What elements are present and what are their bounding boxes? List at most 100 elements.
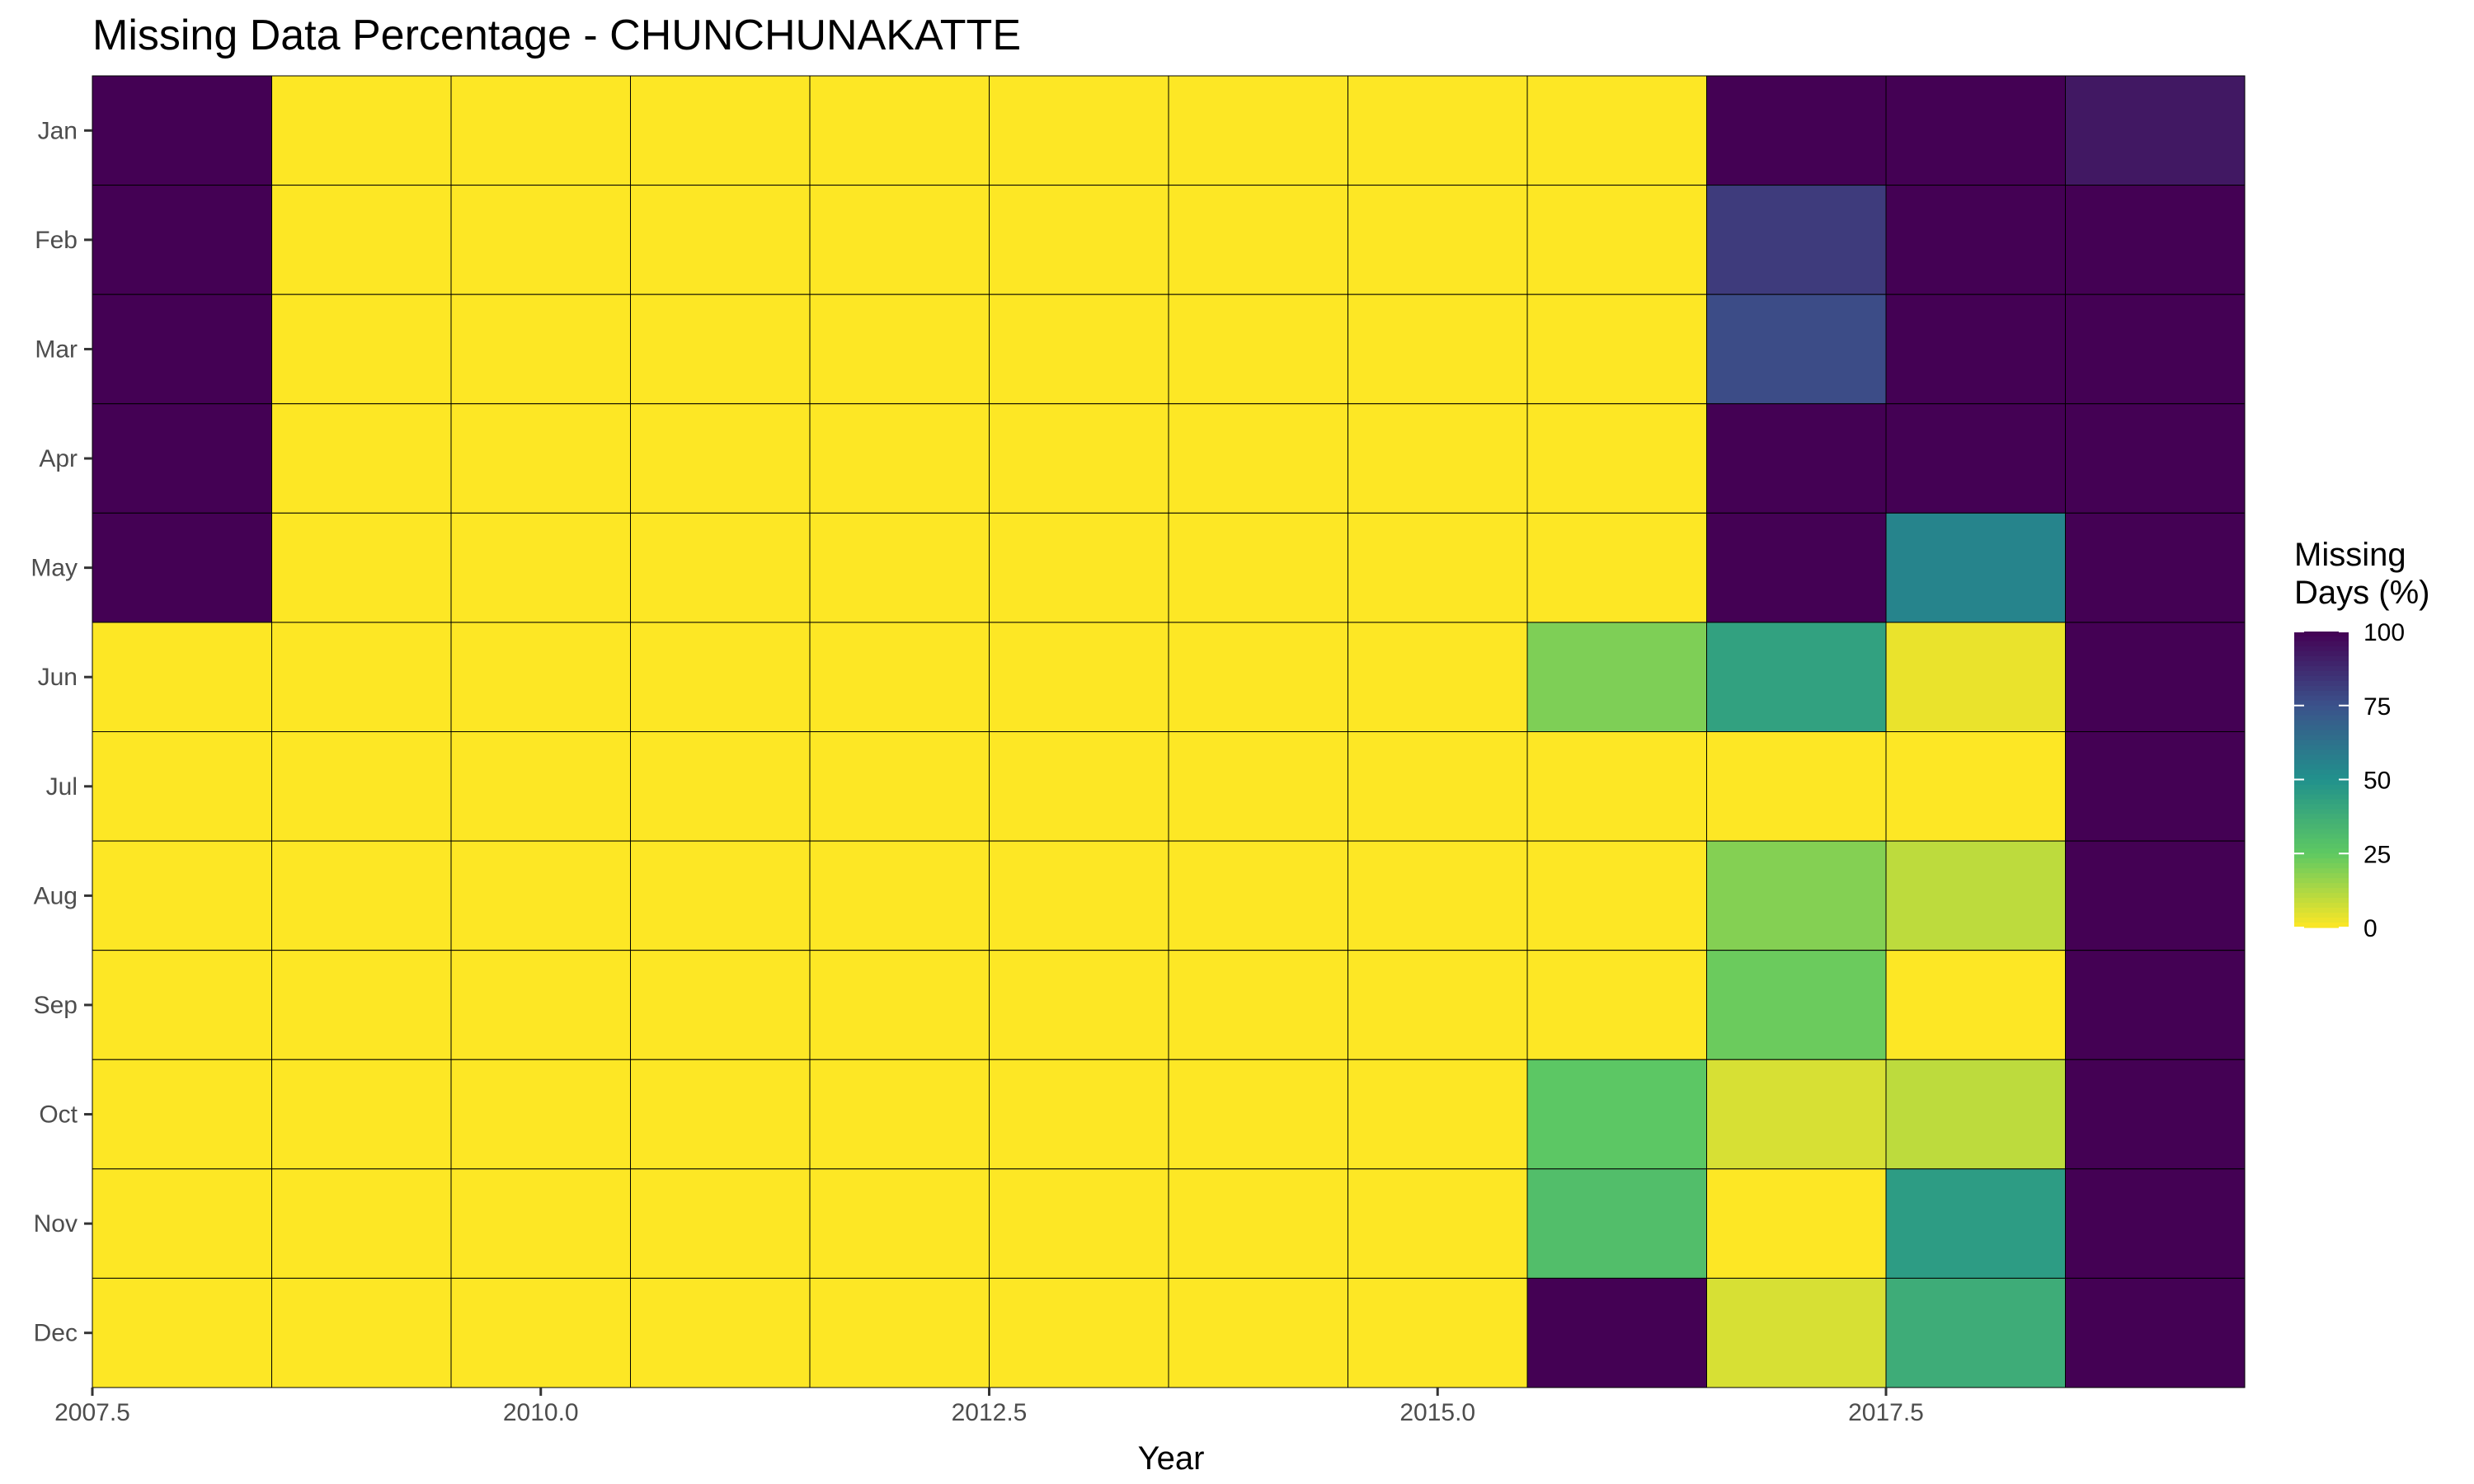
heatmap-cell bbox=[1885, 622, 2066, 733]
legend-gradient-segment bbox=[2294, 665, 2349, 672]
legend-gradient-segment bbox=[2294, 740, 2349, 746]
legend-gradient-segment bbox=[2294, 819, 2349, 824]
heatmap-cell bbox=[1526, 294, 1707, 405]
heatmap-cell bbox=[630, 512, 811, 623]
heatmap-cell bbox=[809, 1277, 990, 1388]
heatmap-cell bbox=[271, 1059, 452, 1170]
heatmap-cell bbox=[1706, 1277, 1887, 1388]
heatmap-cell bbox=[2065, 1168, 2246, 1279]
heatmap-cell bbox=[1348, 840, 1528, 951]
heatmap-cell bbox=[92, 294, 272, 405]
heatmap-cell bbox=[989, 840, 1169, 951]
heatmap-cell bbox=[1885, 950, 2066, 1060]
heatmap-cell bbox=[1885, 294, 2066, 405]
heatmap-cell bbox=[450, 403, 631, 514]
legend-gradient-segment bbox=[2294, 632, 2349, 637]
heatmap-cell bbox=[1706, 622, 1887, 733]
heatmap-cell bbox=[450, 294, 631, 405]
heatmap-cell bbox=[2065, 731, 2246, 842]
heatmap-cell bbox=[2065, 403, 2246, 514]
heatmap-cell bbox=[1348, 185, 1528, 295]
heatmap-cell bbox=[1168, 1168, 1348, 1279]
heatmap-cell bbox=[1885, 185, 2066, 295]
heatmap-cell bbox=[989, 1059, 1169, 1170]
heatmap-cell bbox=[1885, 403, 2066, 514]
heatmap-cell bbox=[92, 512, 272, 623]
heatmap-cell bbox=[2065, 1277, 2246, 1388]
heatmap-cell bbox=[1168, 950, 1348, 1060]
heatmap-cell bbox=[630, 1168, 811, 1279]
x-tick-label: 2012.5 bbox=[952, 1399, 1028, 1426]
heatmap-cell bbox=[271, 294, 452, 405]
legend-gradient-segment bbox=[2294, 700, 2349, 707]
heatmap-cell bbox=[1706, 185, 1887, 295]
heatmap-cell bbox=[989, 403, 1169, 514]
heatmap-cell bbox=[2065, 512, 2246, 623]
heatmap-cell bbox=[1348, 75, 1528, 186]
x-tick-label: 2007.5 bbox=[54, 1399, 130, 1426]
heatmap-cell bbox=[630, 731, 811, 842]
heatmap-cell bbox=[92, 731, 272, 842]
heatmap-cell bbox=[450, 1168, 631, 1279]
legend-gradient-segment bbox=[2294, 858, 2349, 864]
x-tick-label: 2017.5 bbox=[1848, 1399, 1924, 1426]
heatmap-cell bbox=[989, 622, 1169, 733]
heatmap-cell bbox=[630, 1277, 811, 1388]
heatmap-cell bbox=[1168, 840, 1348, 951]
legend-gradient-segment bbox=[2294, 710, 2349, 716]
heatmap-cell bbox=[809, 840, 990, 951]
heatmap-cell bbox=[92, 1168, 272, 1279]
heatmap-cell bbox=[1348, 403, 1528, 514]
legend-gradient-segment bbox=[2294, 695, 2349, 702]
heatmap-cell bbox=[1706, 731, 1887, 842]
legend-gradient-segment bbox=[2294, 730, 2349, 736]
heatmap-cell bbox=[450, 622, 631, 733]
heatmap-cell bbox=[450, 1059, 631, 1170]
legend-gradient-segment bbox=[2294, 769, 2349, 776]
y-tick-label: Apr bbox=[39, 445, 78, 472]
legend-gradient-segment bbox=[2294, 735, 2349, 741]
legend-gradient-segment bbox=[2294, 888, 2349, 894]
heatmap-cell bbox=[2065, 840, 2246, 951]
heatmap-cell bbox=[989, 185, 1169, 295]
heatmap-cell bbox=[989, 731, 1169, 842]
heatmap-cell bbox=[1168, 622, 1348, 733]
heatmap-cell bbox=[1885, 731, 2066, 842]
heatmap-cell bbox=[1348, 622, 1528, 733]
heatmap-cell bbox=[989, 294, 1169, 405]
heatmap-cell bbox=[92, 1277, 272, 1388]
legend-gradient-segment bbox=[2294, 838, 2349, 844]
heatmap-cell bbox=[450, 950, 631, 1060]
legend-gradient-segment bbox=[2294, 749, 2349, 756]
heatmap-cell bbox=[989, 1277, 1169, 1388]
legend-gradient-segment bbox=[2294, 918, 2349, 923]
y-tick-label: May bbox=[31, 555, 78, 582]
heatmap-cell bbox=[1706, 950, 1887, 1060]
heatmap-cell bbox=[1526, 731, 1707, 842]
heatmap-cell bbox=[1706, 512, 1887, 623]
heatmap-cell bbox=[450, 840, 631, 951]
heatmap-cell bbox=[1526, 185, 1707, 295]
y-tick-label: Oct bbox=[39, 1101, 78, 1129]
legend-gradient-segment bbox=[2294, 903, 2349, 909]
y-tick-label: Jun bbox=[38, 664, 78, 691]
heatmap-cell bbox=[1168, 1059, 1348, 1170]
heatmap-cell bbox=[92, 950, 272, 1060]
heatmap-cell bbox=[1706, 75, 1887, 186]
legend-gradient-segment bbox=[2294, 680, 2349, 687]
heatmap-cell bbox=[1885, 840, 2066, 951]
legend-gradient-segment bbox=[2294, 779, 2349, 786]
heatmap-cell bbox=[1885, 1277, 2066, 1388]
heatmap-cell bbox=[1168, 1277, 1348, 1388]
heatmap-cell bbox=[271, 731, 452, 842]
heatmap-cell bbox=[1526, 950, 1707, 1060]
heatmap-cell bbox=[630, 950, 811, 1060]
heatmap-cell bbox=[989, 1168, 1169, 1279]
y-tick-label: Sep bbox=[34, 992, 78, 1019]
heatmap-cell bbox=[809, 403, 990, 514]
x-axis-title: Year bbox=[1138, 1440, 1205, 1477]
heatmap-cell bbox=[1348, 512, 1528, 623]
legend-gradient-segment bbox=[2294, 853, 2349, 859]
legend-gradient-segment bbox=[2294, 764, 2349, 771]
legend-gradient-segment bbox=[2294, 923, 2349, 928]
